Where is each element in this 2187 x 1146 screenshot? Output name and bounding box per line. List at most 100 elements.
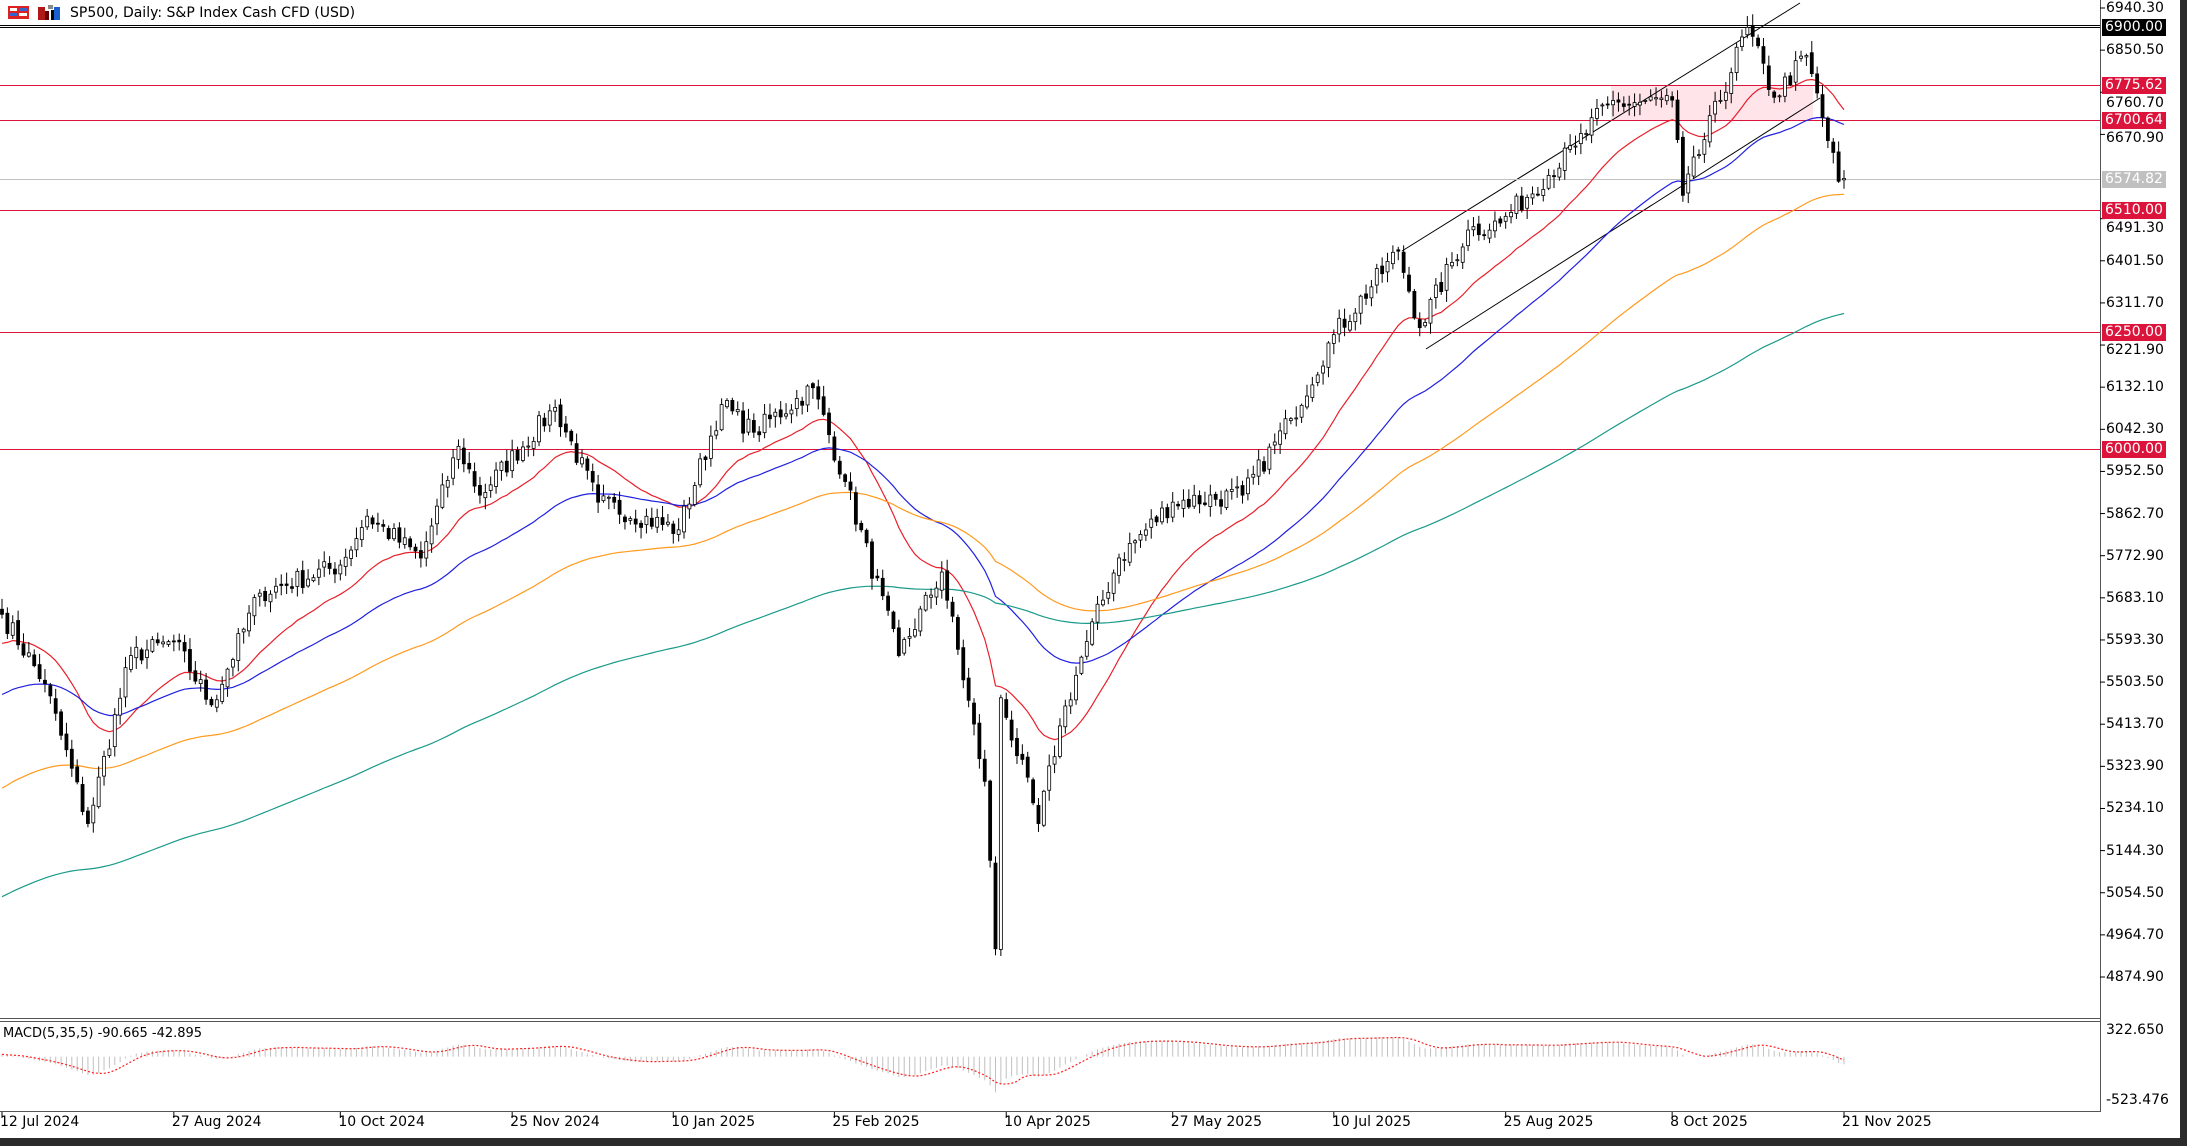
candle	[123, 656, 128, 708]
candle-body	[32, 654, 37, 667]
chart-bars-icon[interactable]	[38, 5, 60, 20]
candle	[1127, 532, 1132, 567]
candle	[1578, 123, 1583, 155]
candle	[982, 749, 987, 787]
candle	[1294, 406, 1299, 427]
candle	[1734, 43, 1739, 81]
candle-body	[886, 595, 890, 611]
candle	[649, 507, 654, 530]
candle-body	[617, 499, 622, 515]
candle-body	[1380, 265, 1385, 275]
candle-body	[563, 423, 568, 433]
candle-body	[1417, 319, 1422, 329]
candle-body	[1734, 46, 1739, 74]
candle	[424, 531, 429, 567]
candle	[397, 522, 402, 549]
candle	[1482, 229, 1487, 241]
candle-body	[1525, 196, 1530, 209]
candle-body	[1181, 499, 1186, 509]
candle	[413, 543, 418, 559]
candle-body	[1777, 95, 1782, 98]
y-tick-label: 4874.90	[2106, 969, 2164, 985]
x-tick-label: 27 Aug 2024	[171, 1114, 262, 1130]
candle	[1176, 501, 1180, 510]
candle-body	[655, 516, 660, 528]
chart-grid-icon[interactable]	[8, 5, 30, 20]
candle-body	[1004, 699, 1009, 718]
candle-body	[112, 714, 117, 748]
candle	[1122, 552, 1127, 572]
candle-body	[456, 445, 461, 460]
candle	[821, 385, 826, 417]
candle	[273, 577, 278, 599]
candle	[1686, 166, 1691, 204]
candle	[504, 449, 509, 477]
candle-body	[1009, 719, 1014, 741]
candle	[1197, 490, 1202, 514]
candle-body	[1675, 99, 1680, 140]
chart-title: SP500, Daily: S&P Index Cash CFD (USD)	[70, 4, 356, 21]
candle-body	[1680, 136, 1685, 196]
candle	[1246, 469, 1250, 501]
candle-body	[327, 562, 332, 569]
candle	[692, 481, 697, 507]
ma-mid-line	[1, 116, 1845, 717]
candle	[48, 682, 53, 704]
candle-body	[268, 593, 273, 603]
candle	[703, 455, 708, 471]
candle-body	[1595, 108, 1599, 119]
candle	[510, 439, 515, 478]
candle-body	[821, 396, 826, 415]
candle	[1170, 492, 1175, 523]
candle-body	[735, 409, 740, 413]
candle	[1348, 314, 1352, 332]
candle-body	[107, 748, 112, 756]
candle	[1374, 263, 1379, 294]
y-tick-label: 5683.10	[2106, 590, 2164, 606]
candle-body	[1240, 485, 1245, 496]
candle-body	[1482, 234, 1487, 237]
candle-body	[1133, 540, 1138, 544]
candle	[290, 577, 294, 594]
candle	[1305, 384, 1309, 410]
candle-body	[719, 404, 724, 431]
candle	[918, 605, 923, 637]
candle	[139, 647, 144, 665]
candle-body	[714, 430, 719, 436]
candle	[1025, 751, 1030, 783]
candle-body	[870, 541, 874, 579]
candle	[349, 546, 353, 567]
candle	[408, 536, 413, 551]
candle-body	[134, 646, 139, 659]
candle	[247, 605, 251, 637]
candle-body	[827, 412, 831, 436]
candle-body	[376, 522, 380, 525]
candle	[1364, 284, 1368, 306]
candle-body	[1605, 103, 1610, 106]
candle-body	[499, 461, 504, 471]
x-tick-label: 10 Jul 2025	[1331, 1114, 1412, 1130]
candle	[778, 401, 783, 425]
candle-body	[381, 524, 386, 527]
candle-body	[1068, 699, 1073, 707]
y-tick-label: 6491.30	[2106, 220, 2164, 236]
candle	[553, 399, 558, 422]
candle-body	[214, 699, 219, 708]
candle-body	[1772, 91, 1777, 98]
candle-body	[188, 649, 192, 672]
candle-body	[10, 622, 15, 636]
candle	[585, 456, 590, 480]
y-tick-label: 5054.50	[2106, 885, 2164, 901]
candle-body	[177, 639, 182, 643]
candle	[306, 569, 311, 588]
candle	[32, 649, 37, 668]
macd-tick-label: 322.650	[2106, 1022, 2164, 1038]
candle-body	[1025, 756, 1030, 778]
candle	[633, 509, 638, 533]
candle	[1079, 655, 1084, 676]
candle	[1428, 297, 1433, 334]
candle-body	[295, 571, 300, 587]
macd-signal-line	[1, 1036, 1845, 1085]
candle	[1068, 692, 1073, 714]
